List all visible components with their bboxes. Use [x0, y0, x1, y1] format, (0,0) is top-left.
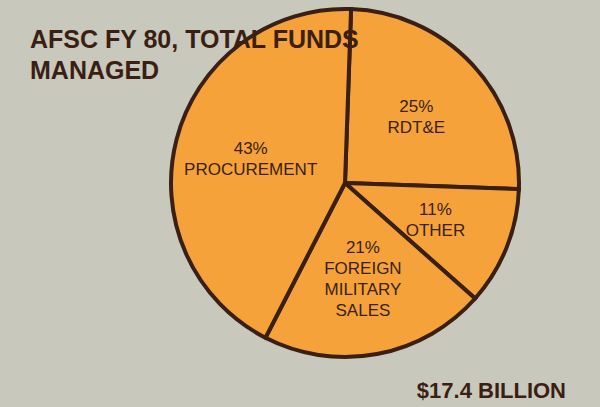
html-text:AFSC FY 80, TOTAL FUNDS MANAGE: AFSC FY 80, TOTAL FUNDS MANAGED — [30, 25, 359, 84]
svg-text:21%FOREIGNMILITARYSALES: 21%FOREIGNMILITARYSALES — [324, 238, 401, 320]
svg-text:43%PROCUREMENT: 43%PROCUREMENT — [184, 138, 317, 178]
svg-text:11%OTHER: 11%OTHER — [406, 199, 466, 239]
svg-text:25%RDT&E: 25%RDT&E — [387, 97, 445, 137]
html-text:$17.4 BILLION: $17.4 BILLION — [416, 378, 566, 403]
